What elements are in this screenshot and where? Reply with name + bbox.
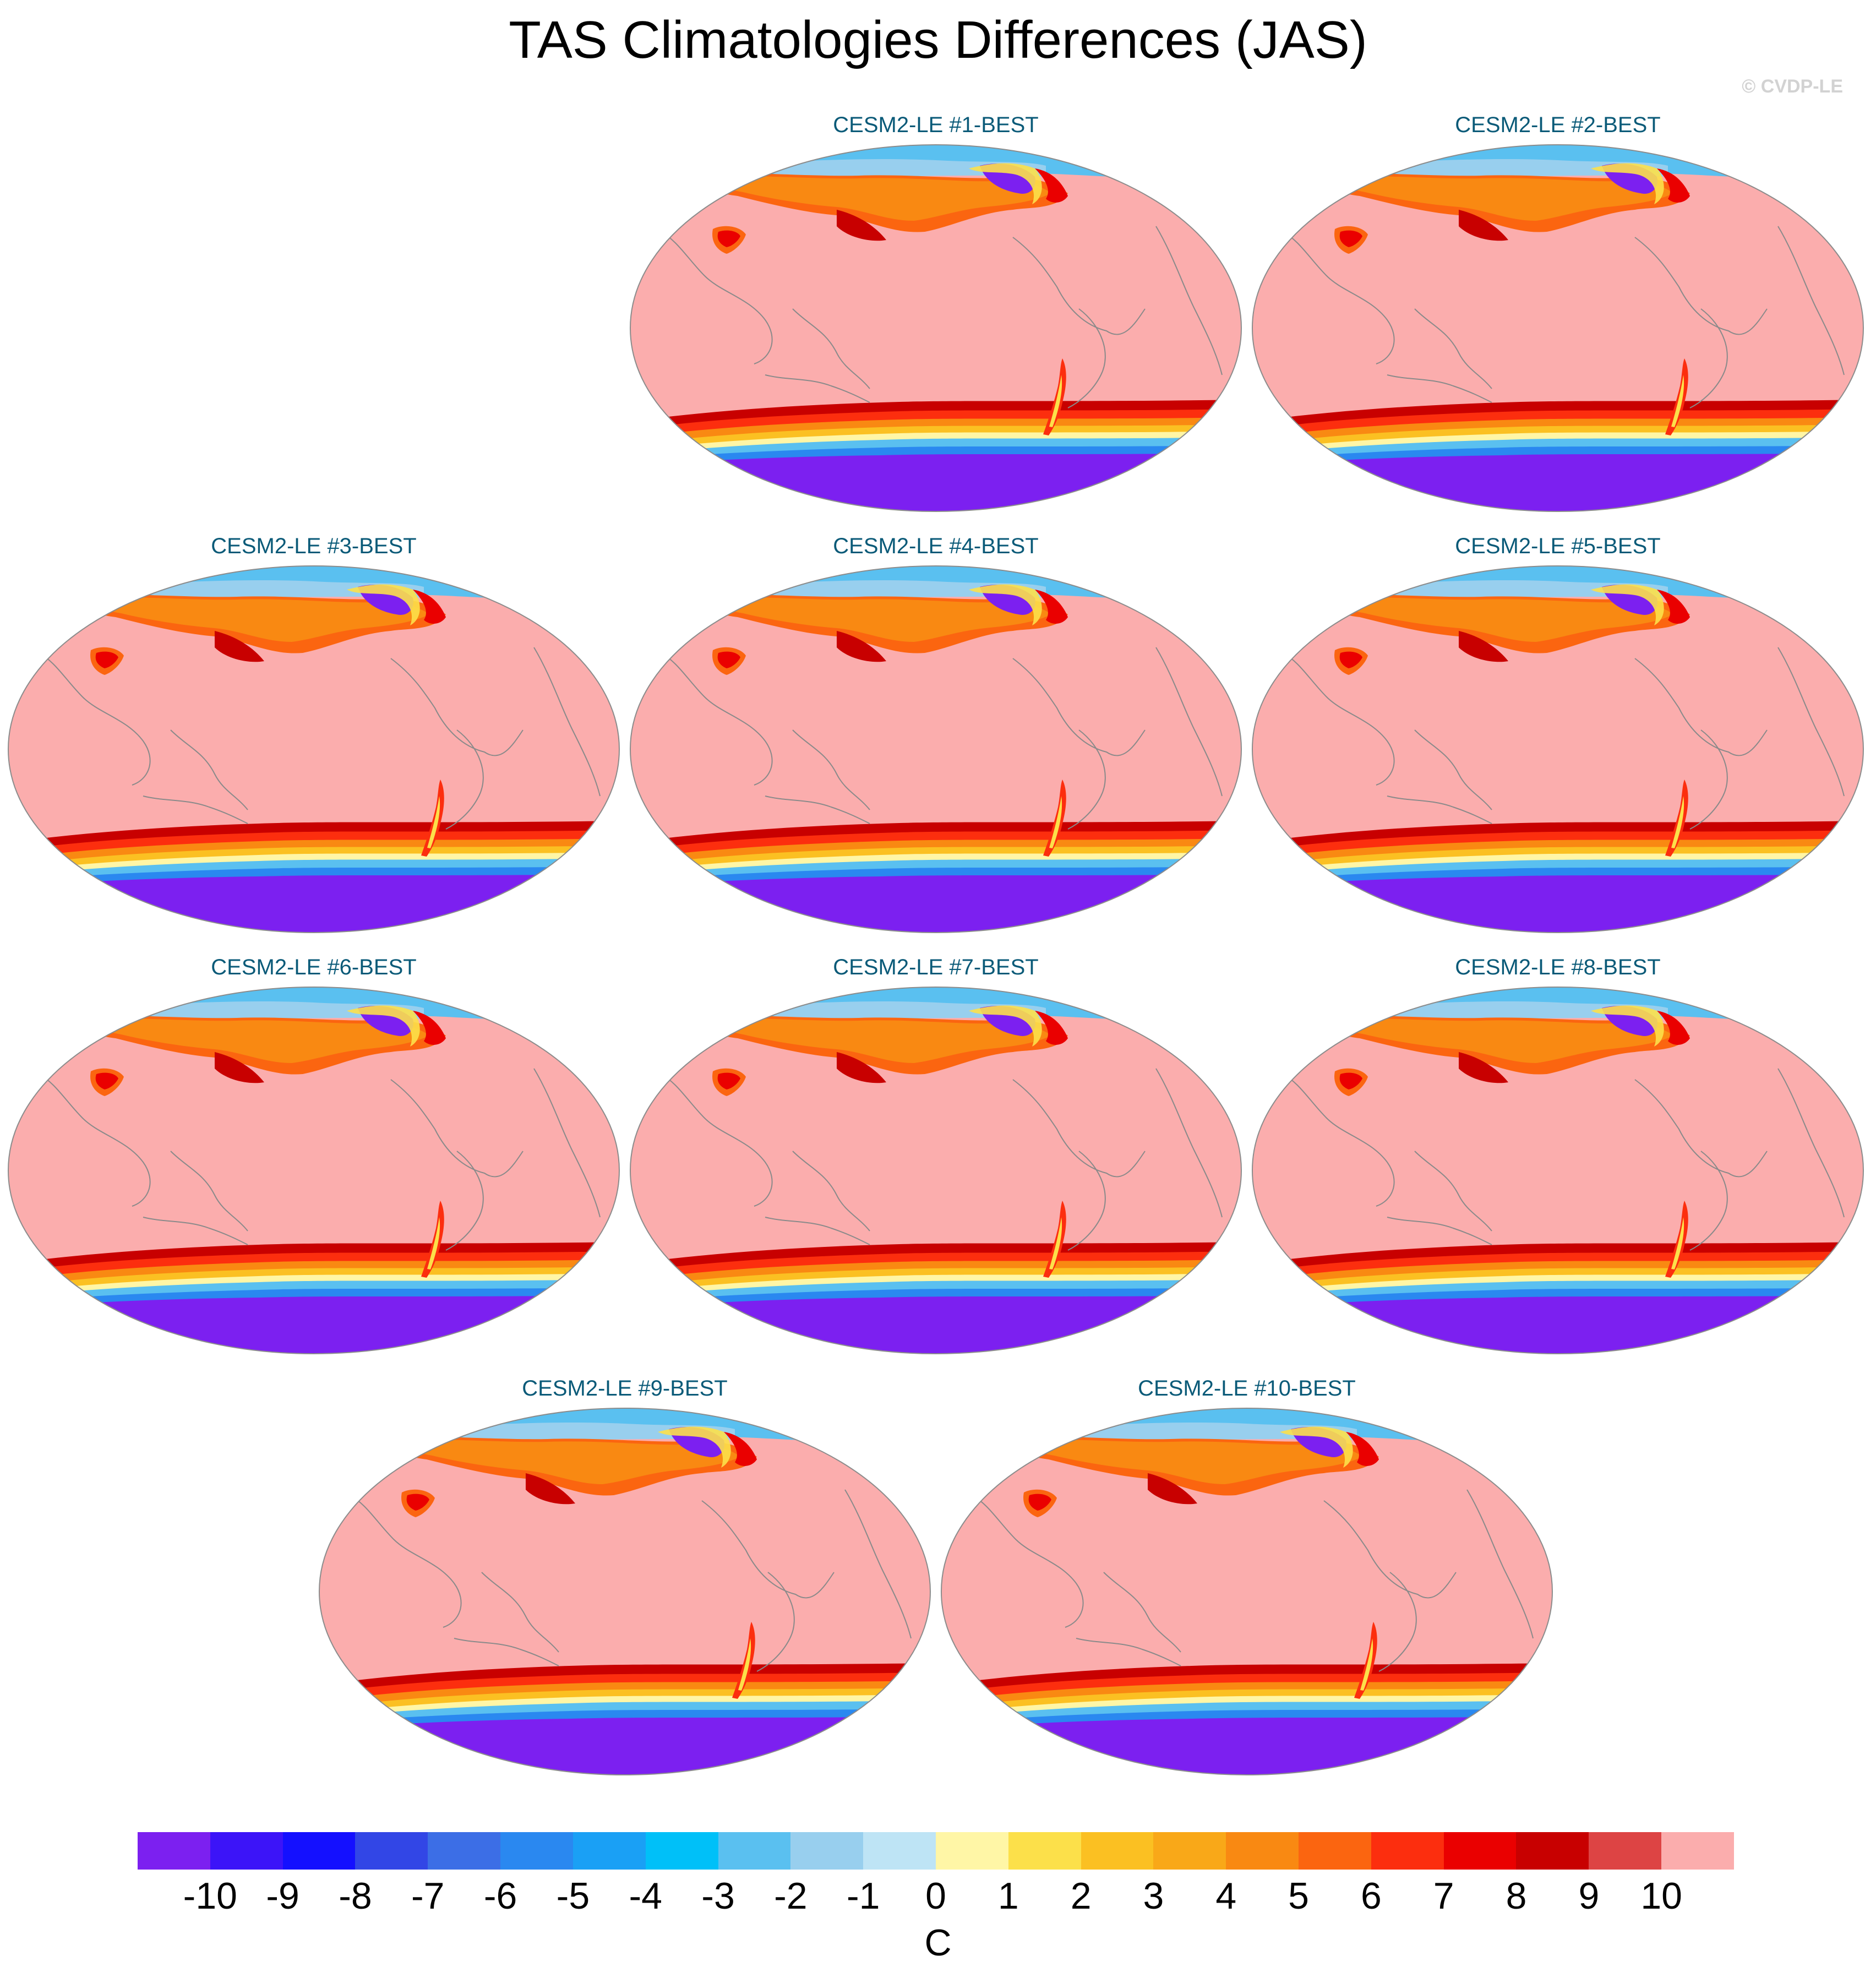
colorbar-swatch [138, 1832, 210, 1870]
colorbar-tick-label: -3 [701, 1875, 735, 1917]
colorbar-swatch [790, 1832, 864, 1870]
colorbar-swatch [718, 1832, 791, 1870]
watermark: © CVDP-LE [1742, 76, 1843, 97]
colorbar-tick-label: 4 [1215, 1875, 1237, 1917]
colorbar-swatch [1008, 1832, 1081, 1870]
colorbar-tick-label: -4 [629, 1875, 662, 1917]
colorbar-swatch [282, 1832, 356, 1870]
map-panel: CESM2-LE #4-BEST [628, 534, 1244, 933]
colorbar-tick-label: -9 [266, 1875, 299, 1917]
map-panel: CESM2-LE #8-BEST [1250, 955, 1866, 1354]
colorbar-swatch [572, 1832, 646, 1870]
map-panel: CESM2-LE #10-BEST [939, 1376, 1555, 1775]
panel-title: CESM2-LE #7-BEST [833, 955, 1039, 979]
panel-title: CESM2-LE #3-BEST [211, 534, 417, 558]
colorbar-tick-label: 1 [997, 1875, 1019, 1917]
colorbar-tick-label: 0 [925, 1875, 946, 1917]
colorbar-swatch [935, 1832, 1008, 1870]
panel-title: CESM2-LE #6-BEST [211, 955, 417, 979]
colorbar-tick-label: 2 [1070, 1875, 1092, 1917]
map-panel: CESM2-LE #5-BEST [1250, 534, 1866, 933]
colorbar-swatch [1299, 1832, 1371, 1870]
map-panel: CESM2-LE #2-BEST [1250, 113, 1866, 512]
colorbar [138, 1832, 1734, 1870]
panel-title: CESM2-LE #4-BEST [833, 534, 1039, 558]
map-panel: CESM2-LE #9-BEST [317, 1376, 933, 1775]
colorbar-swatch [1661, 1832, 1734, 1870]
colorbar-tick-label: -6 [483, 1875, 517, 1917]
colorbar-tick-label: -2 [774, 1875, 808, 1917]
map-panel: CESM2-LE #1-BEST [628, 113, 1244, 512]
colorbar-swatch [1153, 1832, 1226, 1870]
colorbar-swatch [210, 1832, 283, 1870]
colorbar-swatch [355, 1832, 428, 1870]
colorbar-tick-label: 7 [1433, 1875, 1454, 1917]
map-panel: CESM2-LE #3-BEST [6, 534, 622, 933]
colorbar-swatch [500, 1832, 573, 1870]
colorbar-tick-label: -5 [556, 1875, 590, 1917]
colorbar-tick-label: 10 [1640, 1875, 1682, 1917]
colorbar-labels: -10 -9 -8 -7 -6 -5 -4 -3 -2 -1 0 1 2 3 4 5 6 7 8 9 10 [138, 1875, 1734, 1930]
panel-title: CESM2-LE #1-BEST [833, 113, 1039, 137]
colorbar-tick-label: -10 [183, 1875, 237, 1917]
colorbar-tick-label: 6 [1360, 1875, 1382, 1917]
panel-title: CESM2-LE #2-BEST [1455, 113, 1661, 137]
page-title: TAS Climatologies Differences (JAS) [509, 10, 1367, 69]
colorbar-swatch [1226, 1832, 1299, 1870]
colorbar-swatch [1443, 1832, 1517, 1870]
colorbar-units: C [924, 1922, 952, 1964]
map-panel: CESM2-LE #7-BEST [628, 955, 1244, 1354]
colorbar-tick-label: 3 [1143, 1875, 1164, 1917]
panel-title: CESM2-LE #10-BEST [1138, 1376, 1356, 1401]
colorbar-tick-label: 5 [1288, 1875, 1309, 1917]
colorbar-tick-label: -8 [339, 1875, 372, 1917]
panel-title: CESM2-LE #8-BEST [1455, 955, 1661, 979]
colorbar-tick-label: 8 [1506, 1875, 1527, 1917]
colorbar-swatch [428, 1832, 501, 1870]
colorbar-tick-label: -1 [846, 1875, 880, 1917]
colorbar-swatch [1371, 1832, 1444, 1870]
colorbar-tick-label: 9 [1578, 1875, 1600, 1917]
panel-title: CESM2-LE #9-BEST [522, 1376, 728, 1401]
colorbar-swatch [1516, 1832, 1589, 1870]
colorbar-swatch [1081, 1832, 1154, 1870]
colorbar-swatch [1589, 1832, 1662, 1870]
panel-title: CESM2-LE #5-BEST [1455, 534, 1661, 558]
colorbar-swatch [863, 1832, 936, 1870]
colorbar-swatch [645, 1832, 718, 1870]
map-panel: CESM2-LE #6-BEST [6, 955, 622, 1354]
colorbar-tick-label: -7 [411, 1875, 445, 1917]
